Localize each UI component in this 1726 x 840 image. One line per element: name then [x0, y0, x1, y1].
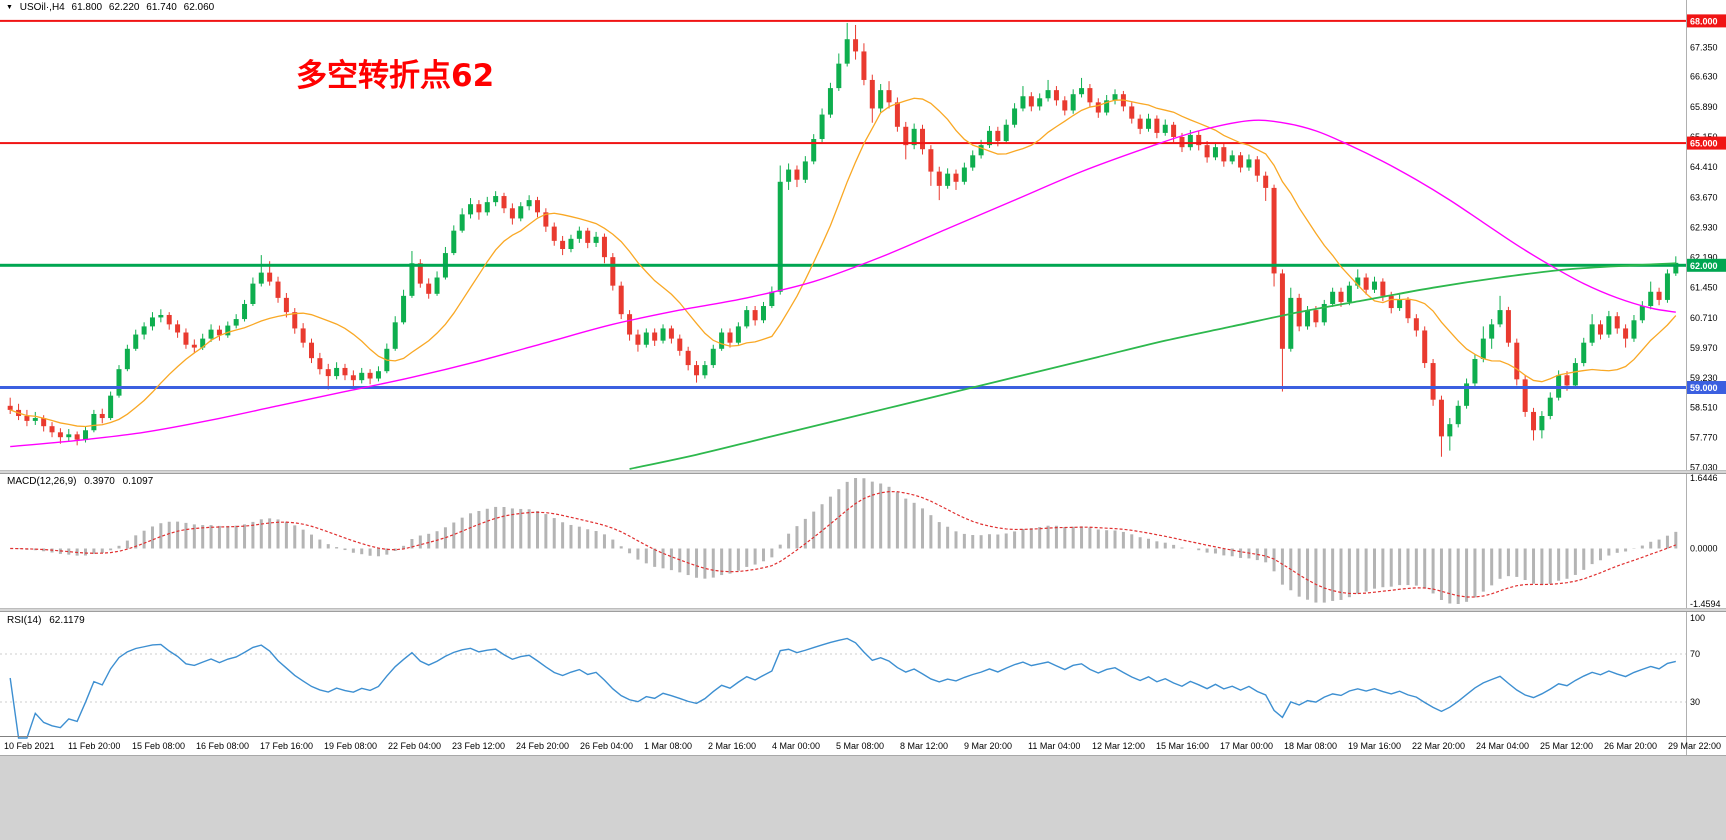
moving-averages-layer [9, 97, 1677, 470]
price-line-badge [1687, 258, 1726, 272]
time-axis[interactable]: 10 Feb 2021 11 Feb 20:00 15 Feb 08:00 16 Fe… [0, 736, 1726, 752]
time-tick-label: 19 Mar 16:00 [1348, 741, 1401, 751]
price-tick-label: 64.410 [1690, 162, 1718, 172]
chart-canvas[interactable]: 67.35066.63065.89065.15064.41063.67062.9… [0, 0, 1726, 756]
quote-close: 62.060 [183, 2, 215, 13]
horizontal-lines-layer[interactable] [0, 19, 1686, 389]
price-tick-label: 65.890 [1690, 102, 1718, 112]
time-tick-label: 26 Mar 20:00 [1604, 741, 1657, 751]
symbol-label: USOil·,H4 [19, 2, 65, 13]
price-tick-label: 62.190 [1690, 253, 1718, 263]
svg-text:59.000: 59.000 [1690, 383, 1718, 393]
price-tick-label: 67.350 [1690, 42, 1718, 52]
price-tick-label: 59.230 [1690, 373, 1718, 383]
rsi-indicator-label: RSI(14) 62.1179 [7, 615, 90, 626]
window-footer [0, 755, 1726, 840]
rsi-tick-label: 70 [1690, 649, 1700, 659]
hline-68.000 [0, 19, 1686, 22]
ma-fast-line [9, 97, 1677, 428]
rsi-tick-label: 30 [1690, 697, 1700, 707]
time-tick-label: 25 Mar 12:00 [1540, 741, 1593, 751]
chart-annotation: 多空转折点62 [296, 58, 495, 94]
quote-high: 62.220 [108, 2, 140, 13]
time-tick-label: 12 Mar 12:00 [1092, 741, 1145, 751]
price-tick-label: 58.510 [1690, 402, 1718, 412]
time-tick-label: 19 Feb 08:00 [324, 741, 377, 751]
macd-signal-line [10, 491, 1677, 598]
time-tick-label: 4 Mar 00:00 [772, 741, 820, 751]
rsi-value: 62.1179 [49, 615, 85, 626]
time-tick-label: 9 Mar 20:00 [964, 741, 1012, 751]
panel-divider[interactable] [0, 470, 1726, 474]
macd-tick-label: 1.6446 [1690, 473, 1718, 483]
time-tick-label: 10 Feb 2021 [4, 741, 55, 751]
rsi-tick-label: 100 [1690, 613, 1705, 623]
time-tick-label: 22 Feb 04:00 [388, 741, 441, 751]
svg-text:65.000: 65.000 [1690, 139, 1718, 149]
symbol-ohlc-readout: ▼ USOil·,H4 61.800 62.220 61.740 62.060 [6, 2, 218, 13]
time-tick-label: 17 Feb 16:00 [260, 741, 313, 751]
ma-slow-line [629, 262, 1676, 470]
rsi-line [9, 637, 1676, 739]
hline-65.000 [0, 142, 1686, 145]
time-tick-label: 15 Mar 16:00 [1156, 741, 1209, 751]
macd-name: MACD(12,26,9) [7, 476, 77, 487]
price-tick-label: 61.450 [1690, 283, 1718, 293]
time-tick-label: 24 Mar 04:00 [1476, 741, 1529, 751]
price-tick-label: 60.710 [1690, 313, 1718, 323]
time-tick-label: 24 Feb 20:00 [516, 741, 569, 751]
time-tick-label: 26 Feb 04:00 [580, 741, 633, 751]
time-tick-label: 18 Mar 08:00 [1284, 741, 1337, 751]
price-line-badge [1687, 136, 1726, 150]
time-tick-label: 15 Feb 08:00 [132, 741, 185, 751]
price-tick-label: 59.970 [1690, 343, 1718, 353]
svg-text:62.000: 62.000 [1690, 261, 1718, 271]
time-tick-label: 2 Mar 16:00 [708, 741, 756, 751]
price-tick-label: 63.670 [1690, 192, 1718, 202]
price-line-badge [1687, 14, 1726, 28]
quote-open: 61.800 [71, 2, 103, 13]
time-tick-label: 11 Mar 04:00 [1028, 741, 1080, 751]
price-tick-label: 66.630 [1690, 72, 1718, 82]
hline-62.000 [0, 263, 1686, 267]
time-tick-label: 1 Mar 08:00 [644, 741, 692, 751]
hline-59.000 [0, 385, 1686, 389]
macd-signal-value: 0.1097 [122, 476, 154, 487]
macd-tick-label: 0.0000 [1690, 543, 1718, 553]
time-tick-label: 23 Feb 12:00 [452, 741, 505, 751]
panel-divider[interactable] [0, 608, 1726, 612]
time-tick-label: 29 Mar 22:00 [1668, 741, 1721, 751]
price-tick-label: 62.930 [1690, 222, 1718, 232]
price-tick-label: 57.770 [1690, 433, 1718, 443]
svg-text:68.000: 68.000 [1690, 16, 1718, 26]
macd-tick-label: -1.4594 [1690, 599, 1721, 609]
time-tick-label: 22 Mar 20:00 [1412, 741, 1465, 751]
macd-panel[interactable]: 1.6446 0.0000 -1.4594 [10, 473, 1721, 609]
time-tick-label: 8 Mar 12:00 [900, 741, 948, 751]
price-axis[interactable]: 67.35066.63065.89065.15064.41063.67062.9… [1686, 0, 1726, 755]
price-line-badge [1687, 380, 1726, 394]
ma-mid-line [10, 119, 1676, 448]
symbol-dropdown-icon: ▼ [6, 4, 13, 11]
macd-main-value: 0.3970 [84, 476, 115, 487]
rsi-panel[interactable]: 100 70 30 [0, 613, 1705, 739]
macd-indicator-label: MACD(12,26,9) 0.3970 0.1097 [7, 476, 158, 487]
rsi-name: RSI(14) [7, 615, 42, 626]
time-tick-label: 17 Mar 00:00 [1220, 741, 1273, 751]
time-tick-label: 16 Feb 08:00 [196, 741, 249, 751]
time-tick-label: 11 Feb 20:00 [68, 741, 120, 751]
quote-low: 61.740 [146, 2, 177, 13]
time-tick-label: 5 Mar 08:00 [836, 741, 884, 751]
candles-layer[interactable] [7, 22, 1679, 457]
price-tick-label: 57.030 [1690, 463, 1718, 473]
